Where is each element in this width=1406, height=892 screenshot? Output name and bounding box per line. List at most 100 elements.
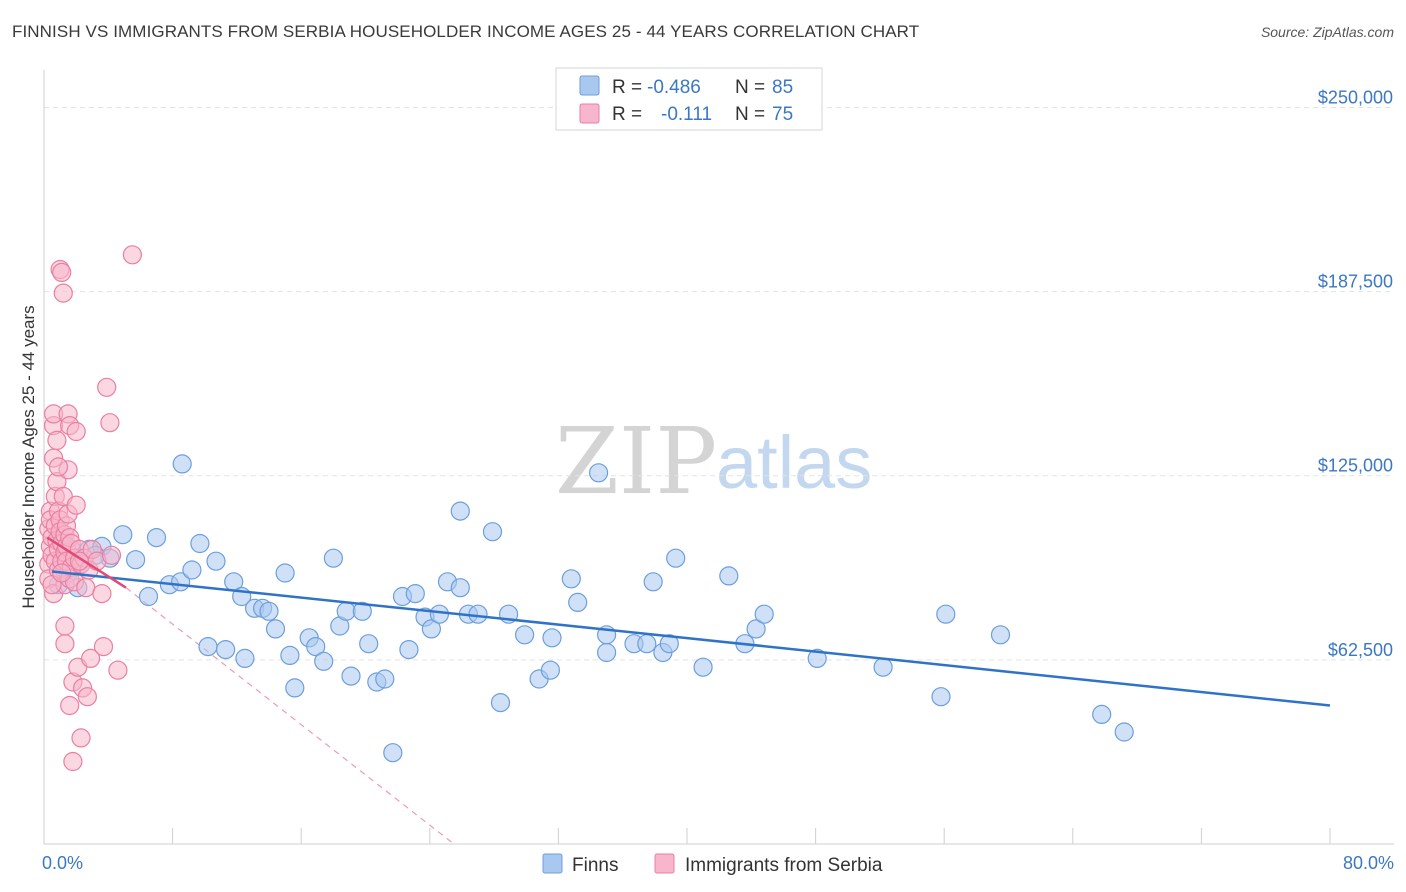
- finns-point-26: [280, 645, 300, 666]
- chart-title: FINNISH VS IMMIGRANTS FROM SERBIA HOUSEH…: [12, 22, 920, 41]
- x-axis-ticks: [43, 828, 1331, 844]
- finns-point-20: [235, 648, 255, 669]
- finns-point-76: [931, 687, 951, 707]
- finns-point-73: [754, 604, 774, 624]
- bottom-legend-serbia: Immigrants from Serbia: [685, 855, 883, 876]
- finns-point-72: [746, 619, 766, 639]
- gridlines: [44, 106, 1394, 661]
- finns-point-61: [596, 642, 617, 663]
- legend-swatch-serbia: [579, 103, 600, 124]
- y-tick-label-3: $250,000: [1318, 87, 1393, 107]
- serbia-point-65: [93, 636, 114, 657]
- finns-point-34: [341, 666, 361, 686]
- serbia-point-33: [55, 616, 75, 636]
- finns-point-47: [450, 501, 470, 521]
- finns-point-69: [693, 657, 713, 677]
- finns-point-52: [490, 692, 511, 713]
- y-tick-label-0: $62,500: [1328, 640, 1393, 660]
- finns-point-80: [1114, 722, 1134, 742]
- finns-point-23: [259, 601, 279, 621]
- trend-lines: [46, 536, 1331, 707]
- finns-point-24: [265, 619, 286, 639]
- watermark: ZIP atlas: [555, 408, 872, 515]
- finns-point-27: [285, 678, 305, 698]
- y-axis-label: Householder Income Ages 25 - 44 years: [19, 305, 38, 608]
- legend-serbia-n-label: N =: [735, 104, 765, 125]
- legend-serbia-r-label: R =: [612, 104, 642, 125]
- serbia-point-26: [52, 262, 72, 282]
- serbia-point-74: [69, 551, 90, 571]
- finns-point-59: [568, 592, 588, 613]
- finns-point-65: [643, 572, 663, 592]
- serbia-point-67: [100, 413, 120, 433]
- finns-point-6: [113, 525, 133, 545]
- finns-point-44: [421, 619, 441, 639]
- serbia-point-70: [122, 245, 142, 265]
- serbia-point-59: [77, 687, 98, 707]
- finns-point-25: [275, 563, 295, 583]
- serbia-point-15: [47, 430, 67, 450]
- watermark-atlas: atlas: [716, 421, 872, 504]
- finns-point-70: [719, 566, 739, 586]
- serbia-point-32: [55, 634, 75, 654]
- finns-point-54: [514, 625, 535, 645]
- finns-point-78: [990, 625, 1011, 645]
- finns-point-60: [588, 463, 609, 483]
- legend-box: [555, 67, 823, 131]
- finns-point-15: [198, 636, 218, 657]
- finns-point-79: [1092, 704, 1112, 725]
- finns-point-35: [352, 601, 372, 621]
- serbia-point-68: [101, 545, 122, 565]
- serbia-trend-line: [46, 536, 127, 589]
- finns-point-74: [807, 648, 827, 669]
- legend-finns-r-value: -0.486: [647, 77, 701, 98]
- serbia-trend-extrapolation: [125, 587, 455, 845]
- finns-point-41: [399, 639, 419, 660]
- serbia-point-72: [48, 457, 69, 477]
- legend-finns-r-label: R =: [612, 77, 642, 98]
- serbia-point-28: [53, 283, 73, 303]
- finns-point-38: [375, 669, 395, 689]
- finns-point-39: [383, 743, 403, 763]
- serbia-point-66: [97, 377, 117, 397]
- finns-point-56: [540, 660, 561, 680]
- serbia-point-43: [60, 695, 80, 716]
- legend-swatch-finns: [579, 75, 600, 96]
- serbia-point-61: [80, 648, 101, 669]
- finns-point-50: [468, 604, 488, 624]
- finns-point-64: [637, 634, 657, 654]
- source-label: Source: ZipAtlas.com: [1260, 24, 1394, 40]
- bottom-legend-finns: Finns: [572, 855, 618, 876]
- finns-point-58: [561, 569, 581, 589]
- watermark-zip: ZIP: [555, 408, 717, 515]
- finns-point-8: [138, 586, 159, 607]
- finns-point-12: [172, 454, 192, 474]
- y-tick-label-2: $187,500: [1318, 272, 1393, 292]
- serbia-point-64: [92, 583, 112, 604]
- serbia-point-47: [63, 751, 83, 772]
- finns-point-33: [336, 601, 356, 621]
- serbia-points: [39, 245, 142, 772]
- finns-point-68: [666, 548, 686, 568]
- finns-point-57: [542, 628, 562, 648]
- serbia-point-69: [108, 660, 128, 680]
- legend: R = -0.486 N = 85 R = -0.111 N = 75: [555, 67, 823, 131]
- finns-point-29: [306, 636, 326, 657]
- finns-point-77: [936, 604, 956, 624]
- y-tick-label-1: $125,000: [1318, 456, 1393, 476]
- bottom-legend: Finns Immigrants from Serbia: [542, 853, 883, 876]
- bottom-legend-swatch-finns: [542, 853, 563, 874]
- serbia-point-51: [66, 421, 86, 442]
- finns-point-7: [126, 550, 146, 570]
- y-axis-tick-labels: $62,500 $125,000 $187,500 $250,000: [1318, 87, 1393, 659]
- serbia-point-58: [76, 578, 96, 598]
- finns-point-42: [405, 583, 425, 604]
- serbia-point-55: [71, 728, 91, 748]
- finns-point-48: [450, 578, 470, 598]
- finns-point-16: [206, 551, 226, 571]
- bottom-legend-swatch-serbia: [654, 853, 675, 874]
- finns-point-9: [146, 527, 167, 548]
- serbia-point-50: [66, 495, 86, 515]
- serbia-trend-dashed: [125, 587, 455, 845]
